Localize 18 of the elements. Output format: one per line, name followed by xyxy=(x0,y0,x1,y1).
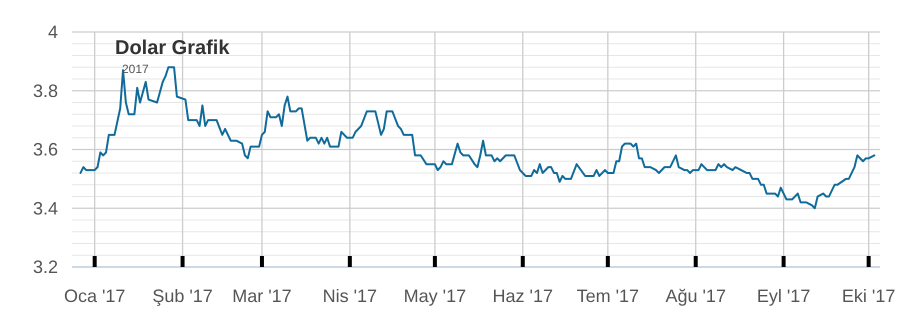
chart-title: Dolar Grafik xyxy=(115,37,230,59)
y-tick-label: 3.8 xyxy=(32,80,58,101)
line-series xyxy=(80,66,876,210)
x-tick-label: Eki '17 xyxy=(842,286,896,306)
x-tick-label: Mar '17 xyxy=(232,286,292,306)
y-tick-label: 3.4 xyxy=(32,198,58,218)
text: 2017 xyxy=(122,62,150,76)
x-tick-label: Şub '17 xyxy=(152,286,213,306)
x-tick-label: Eyl '17 xyxy=(756,286,810,306)
x-tick-label: May '17 xyxy=(404,286,466,306)
y-tick-label: 3.6 xyxy=(32,140,58,160)
x-tick-label: Nis '17 xyxy=(322,286,378,306)
x-tick-label: Haz '17 xyxy=(492,286,554,306)
y-tick-label: 3.2 xyxy=(32,257,58,277)
x-tick-label: Oca '17 xyxy=(64,286,126,306)
y-tick-label: 4 xyxy=(48,22,58,42)
x-tick-label: Tem '17 xyxy=(576,286,640,306)
x-tick-label: Ağu '17 xyxy=(665,286,726,306)
